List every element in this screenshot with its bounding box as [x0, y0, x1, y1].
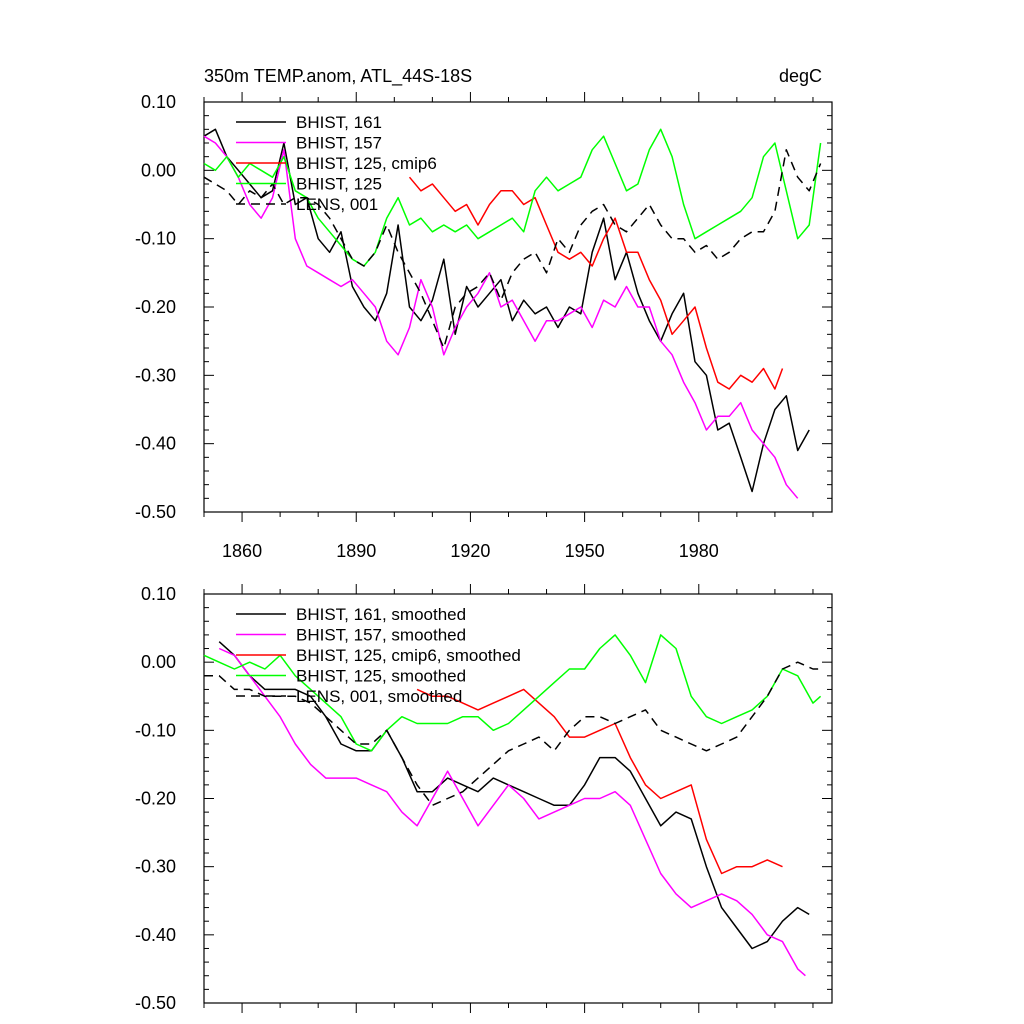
- legend-label: BHIST, 157, smoothed: [296, 626, 466, 645]
- panel-smoothed-axes: 0.10 0.00 -0.10 -0.20 -0.30 -0.40 -0.50: [135, 584, 833, 1013]
- series-line-bhist-157-smoothed: [218, 647, 806, 977]
- series-line-bhist-125-cmip6-smoothed: [416, 688, 783, 875]
- y-tick-label: 0.00: [141, 652, 176, 672]
- legend-label: BHIST, 125, cmip6, smoothed: [296, 646, 521, 665]
- legend-label: BHIST, 157: [296, 134, 382, 153]
- legend-label: BHIST, 125, smoothed: [296, 667, 466, 686]
- y-tick-label: -0.50: [135, 993, 176, 1013]
- legend-label: BHIST, 161: [296, 113, 382, 132]
- panel-smoothed-legend: BHIST, 161, smoothed BHIST, 157, smoothed…: [236, 605, 521, 706]
- x-tick-label: 1860: [222, 541, 262, 561]
- x-tick-label: 1980: [679, 541, 719, 561]
- y-tick-label: -0.50: [135, 502, 176, 522]
- y-tick-label: -0.10: [135, 229, 176, 249]
- panel-raw-axes: 0.10 0.00 -0.10 -0.20 -0.30 -0.40 -0.50 1860 189…: [135, 92, 833, 561]
- series-line-lens-001-smoothed: [204, 661, 821, 807]
- y-tick-label: -0.20: [135, 789, 176, 809]
- legend-label: LENS, 001, smoothed: [296, 687, 462, 706]
- units-label: degC: [779, 66, 822, 86]
- series-line-bhist-161: [203, 128, 810, 493]
- series-line-bhist-125-cmip6: [408, 176, 784, 390]
- legend-label: BHIST, 125, cmip6: [296, 154, 437, 173]
- panel-smoothed-lines: [203, 634, 822, 977]
- y-tick-label: -0.20: [135, 297, 176, 317]
- y-tick-label: 0.10: [141, 584, 176, 604]
- legend-label: BHIST, 161, smoothed: [296, 605, 466, 624]
- y-tick-label: 0.10: [141, 92, 176, 112]
- x-tick-label: 1950: [565, 541, 605, 561]
- x-tick-label: 1890: [336, 541, 376, 561]
- chart-title: 350m TEMP.anom, ATL_44S-18S: [204, 66, 472, 87]
- legend-label: BHIST, 125: [296, 175, 382, 194]
- panel-raw-lines: [203, 128, 822, 499]
- y-tick-label: 0.00: [141, 160, 176, 180]
- series-line-bhist-157: [203, 135, 799, 499]
- series-line-bhist-125-smoothed: [203, 634, 822, 752]
- y-tick-label: -0.40: [135, 434, 176, 454]
- panel-smoothed: 0.10 0.00 -0.10 -0.20 -0.30 -0.40 -0.50 BHIST,…: [135, 584, 833, 1013]
- series-line-lens-001: [203, 149, 822, 349]
- y-tick-label: -0.10: [135, 720, 176, 740]
- x-tick-label: 1920: [450, 541, 490, 561]
- series-line-bhist-161-smoothed: [218, 641, 810, 950]
- panel-raw: 350m TEMP.anom, ATL_44S-18S degC 0.10 0.0…: [135, 66, 833, 561]
- y-tick-label: -0.30: [135, 365, 176, 385]
- legend-label: LENS, 001: [296, 195, 378, 214]
- y-tick-label: -0.30: [135, 857, 176, 877]
- y-tick-label: -0.40: [135, 925, 176, 945]
